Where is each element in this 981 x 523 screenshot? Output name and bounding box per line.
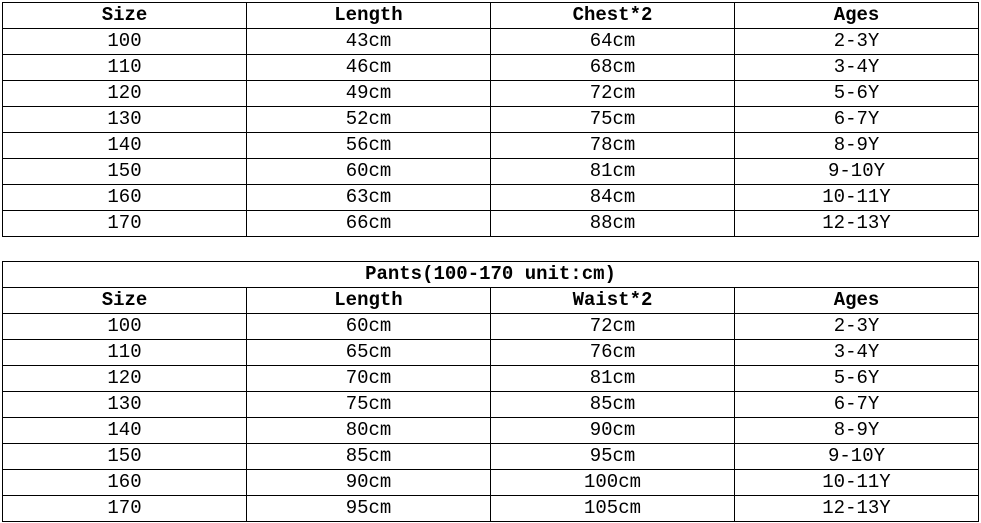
table-cell: 46cm	[246, 54, 491, 81]
table-title-row: Pants(100-170 unit:cm)	[2, 261, 979, 288]
table-cell: 81cm	[490, 158, 735, 185]
table-cell: 105cm	[490, 495, 735, 522]
table-row: 160 63cm 84cm 10-11Y	[2, 184, 979, 211]
table-cell: 88cm	[490, 210, 735, 237]
table-cell: 60cm	[246, 158, 491, 185]
column-header: Chest*2	[490, 2, 735, 29]
table-row: 170 66cm 88cm 12-13Y	[2, 210, 979, 237]
table-cell: 6-7Y	[734, 391, 979, 418]
column-header: Waist*2	[490, 287, 735, 314]
table-cell: 95cm	[246, 495, 491, 522]
table-cell: 76cm	[490, 339, 735, 366]
table-cell: 120	[2, 80, 247, 107]
table-cell: 10-11Y	[734, 469, 979, 496]
column-header: Length	[246, 2, 491, 29]
table-cell: 85cm	[490, 391, 735, 418]
table-cell: 60cm	[246, 313, 491, 340]
table-cell: 9-10Y	[734, 158, 979, 185]
table-cell: 130	[2, 106, 247, 133]
table-cell: 2-3Y	[734, 313, 979, 340]
table-cell: 72cm	[490, 80, 735, 107]
table-cell: 100	[2, 28, 247, 55]
table-cell: 64cm	[490, 28, 735, 55]
table-cell: 90cm	[246, 469, 491, 496]
table-cell: 81cm	[490, 365, 735, 392]
table-row: 130 75cm 85cm 6-7Y	[2, 391, 979, 418]
table-cell: 140	[2, 417, 247, 444]
table-row: 150 85cm 95cm 9-10Y	[2, 443, 979, 470]
table-cell: 6-7Y	[734, 106, 979, 133]
table-row: 110 46cm 68cm 3-4Y	[2, 54, 979, 81]
table-row: 100 43cm 64cm 2-3Y	[2, 28, 979, 55]
table-cell: 65cm	[246, 339, 491, 366]
column-header: Length	[246, 287, 491, 314]
table-cell: 150	[2, 158, 247, 185]
column-header: Size	[2, 287, 247, 314]
table-cell: 52cm	[246, 106, 491, 133]
table-cell: 160	[2, 184, 247, 211]
table-cell: 63cm	[246, 184, 491, 211]
table-row: 140 80cm 90cm 8-9Y	[2, 417, 979, 444]
pants-size-table: Pants(100-170 unit:cm) Size Length Waist*2 A…	[2, 261, 979, 522]
table-cell: 110	[2, 339, 247, 366]
table-cell: 9-10Y	[734, 443, 979, 470]
table-row: 110 65cm 76cm 3-4Y	[2, 339, 979, 366]
table-row: 150 60cm 81cm 9-10Y	[2, 158, 979, 185]
column-header: Ages	[734, 287, 979, 314]
table-cell: 5-6Y	[734, 365, 979, 392]
table-cell: 160	[2, 469, 247, 496]
table-cell: 70cm	[246, 365, 491, 392]
table-cell: 130	[2, 391, 247, 418]
header-row: Size Length Chest*2 Ages	[2, 2, 979, 29]
table-row: 160 90cm 100cm 10-11Y	[2, 469, 979, 496]
table-cell: 12-13Y	[734, 210, 979, 237]
table-cell: 80cm	[246, 417, 491, 444]
table-cell: 8-9Y	[734, 132, 979, 159]
table-cell: 12-13Y	[734, 495, 979, 522]
table-cell: 110	[2, 54, 247, 81]
table-cell: 3-4Y	[734, 339, 979, 366]
table-row: 140 56cm 78cm 8-9Y	[2, 132, 979, 159]
table-row: 120 70cm 81cm 5-6Y	[2, 365, 979, 392]
table-cell: 120	[2, 365, 247, 392]
table-cell: 75cm	[246, 391, 491, 418]
table-cell: 10-11Y	[734, 184, 979, 211]
table-cell: 2-3Y	[734, 28, 979, 55]
column-header: Ages	[734, 2, 979, 29]
table-cell: 49cm	[246, 80, 491, 107]
table-cell: 85cm	[246, 443, 491, 470]
table-cell: 75cm	[490, 106, 735, 133]
table-cell: 8-9Y	[734, 417, 979, 444]
pants-size-chart-title: Pants(100-170 unit:cm)	[2, 261, 979, 288]
header-row: Size Length Waist*2 Ages	[2, 287, 979, 314]
table-cell: 150	[2, 443, 247, 470]
table-cell: 100	[2, 313, 247, 340]
table-cell: 78cm	[490, 132, 735, 159]
table-cell: 170	[2, 210, 247, 237]
table-cell: 72cm	[490, 313, 735, 340]
table-cell: 56cm	[246, 132, 491, 159]
table-cell: 68cm	[490, 54, 735, 81]
table-cell: 43cm	[246, 28, 491, 55]
tops-size-table: Size Length Chest*2 Ages 100 43cm 64cm 2-3Y 110 4…	[2, 2, 979, 237]
table-cell: 3-4Y	[734, 54, 979, 81]
table-row: 100 60cm 72cm 2-3Y	[2, 313, 979, 340]
table-cell: 170	[2, 495, 247, 522]
table-row: 170 95cm 105cm 12-13Y	[2, 495, 979, 522]
table-cell: 95cm	[490, 443, 735, 470]
table-row: 120 49cm 72cm 5-6Y	[2, 80, 979, 107]
table-cell: 66cm	[246, 210, 491, 237]
table-cell: 84cm	[490, 184, 735, 211]
column-header: Size	[2, 2, 247, 29]
table-row: 130 52cm 75cm 6-7Y	[2, 106, 979, 133]
table-cell: 5-6Y	[734, 80, 979, 107]
table-cell: 100cm	[490, 469, 735, 496]
table-cell: 90cm	[490, 417, 735, 444]
table-cell: 140	[2, 132, 247, 159]
